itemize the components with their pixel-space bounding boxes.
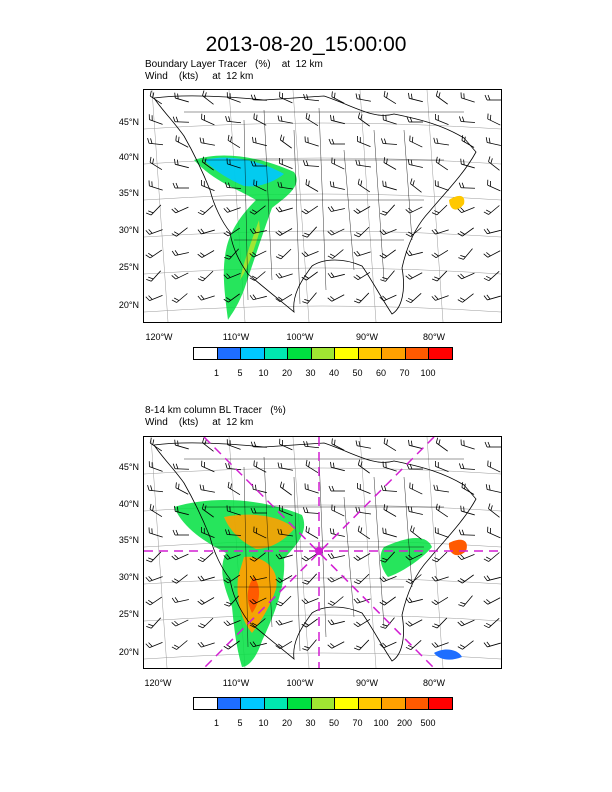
legend-label: 1 [213,718,219,728]
plot-title: 2013-08-20_15:00:00 [205,33,407,56]
longitude-label: 80°W [422,332,446,342]
legend-label: 10 [258,718,269,728]
legend-label: 20 [281,718,292,728]
legend-label: 20 [281,368,292,378]
tracer-plume [174,500,467,667]
meridian-line [426,90,444,322]
wind-barbs [145,90,501,304]
parallel-line [144,122,501,130]
legend-swatch [216,347,241,360]
panel1-map-svg [144,90,501,322]
latitude-label: 40°N [118,499,139,509]
longitude-label: 90°W [355,678,379,688]
panel2-heading: 8-14 km column BL Tracer (%) [145,405,286,416]
legend-label: 5 [237,718,243,728]
legend-label: 5 [237,368,243,378]
meridian-line [292,90,310,322]
legend-swatch [404,697,429,710]
legend-swatch [381,347,406,360]
legend-label: 30 [305,368,316,378]
panel2-wind-label: Wind (kts) at 12 km [145,417,254,428]
legend-swatch [334,347,359,360]
parallel-line [144,467,501,475]
legend-label: 50 [352,368,363,378]
legend-swatch [193,697,218,710]
legend-label: 30 [305,718,316,728]
trajectory-guide-lines [144,437,501,668]
longitude-label: 120°W [145,332,173,342]
longitude-label: 90°W [355,332,379,342]
legend-swatch [357,347,382,360]
legend-label: 100 [373,718,389,728]
latitude-label: 30°N [118,572,139,582]
legend-swatch [334,697,359,710]
meridian-line [359,437,377,668]
legend-swatch [240,347,265,360]
latitude-label: 25°N [118,609,139,619]
latitude-label: 25°N [118,262,139,272]
legend-label: 50 [328,718,339,728]
legend-swatch [240,697,265,710]
latitude-label: 20°N [118,300,139,310]
legend-swatch [310,697,335,710]
parallel-line [144,305,501,313]
latitude-label: 30°N [118,225,139,235]
legend-swatch [193,347,218,360]
longitude-label: 100°W [286,332,314,342]
latitude-label: 20°N [118,647,139,657]
latitude-label: 40°N [118,152,139,162]
legend-label: 40 [328,368,339,378]
legend-label: 70 [399,368,410,378]
legend-label: 70 [352,718,363,728]
legend-swatch [428,347,453,360]
panel2-map-svg [144,437,501,668]
legend-swatch [287,347,312,360]
longitude-label: 110°W [222,678,250,688]
legend-label: 100 [420,368,436,378]
longitude-label: 120°W [144,678,172,688]
legend-swatch [404,347,429,360]
legend-label: 1 [213,368,219,378]
legend-swatch [428,697,453,710]
coastline-outline [153,95,477,315]
parallel-line [144,230,501,238]
legend-label: 200 [396,718,413,728]
legend-label: 10 [258,368,269,378]
meridian-line [292,437,310,668]
longitude-label: 80°W [422,678,446,688]
parallel-line [144,577,501,585]
legend-label: 500 [420,718,436,728]
legend-swatch [263,697,288,710]
tracer-plume [194,155,465,320]
longitude-label: 110°W [222,332,250,342]
parallel-line [144,157,501,165]
meridian-line [150,437,168,668]
legend-swatch [357,697,382,710]
parallel-line [144,614,501,622]
legend-swatch [381,697,406,710]
legend-swatch [216,697,241,710]
legend-swatch [310,347,335,360]
panel1-map [143,89,502,323]
panel1-heading: Boundary Layer Tracer (%) at 12 km [145,59,323,70]
latitude-label: 45°N [118,117,139,127]
latitude-label: 35°N [118,535,139,545]
latitude-label: 35°N [118,188,139,198]
legend-swatch [287,697,312,710]
parallel-line [144,267,501,275]
panel2-map [143,436,502,669]
latitude-label: 45°N [118,462,139,472]
panel1-wind-label: Wind (kts) at 12 km [145,71,254,82]
legend-swatch [263,347,288,360]
wind-barbs [145,437,501,651]
legend-label: 60 [375,368,386,378]
coastline-outline [153,442,477,662]
longitude-label: 100°W [286,678,314,688]
